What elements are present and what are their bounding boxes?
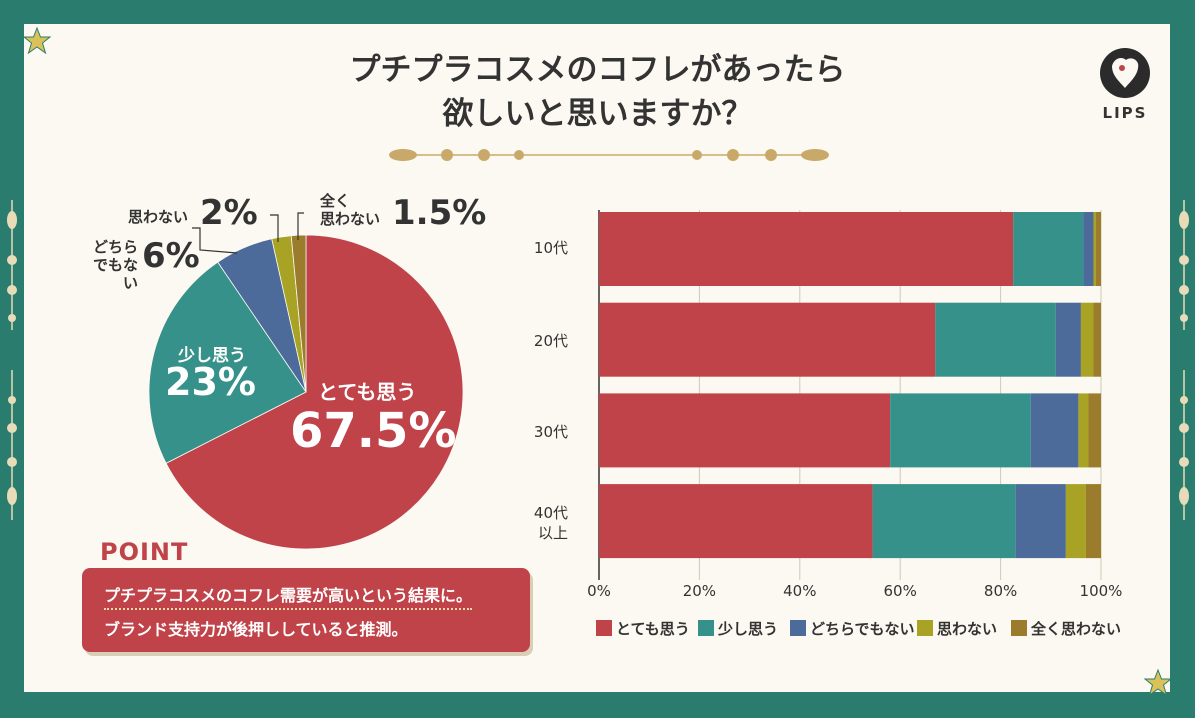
pie-pct-neutral: 6%	[142, 236, 200, 276]
pie-slice-1	[165, 234, 464, 550]
bar-segment	[1088, 393, 1101, 468]
page-title: プチプラコスメのコフレがあったら 欲しいと思いますか？	[0, 48, 1195, 136]
pie-label-little: 少し思う	[178, 346, 246, 366]
bar-segment	[599, 212, 1014, 286]
left-ornament	[7, 200, 17, 520]
point-line-2: ブランド支持力が後押ししていると推測。	[104, 620, 408, 639]
title-divider	[389, 149, 829, 161]
bar-segment	[599, 484, 873, 559]
bar-segment	[872, 484, 1016, 559]
bar-segment	[599, 302, 936, 377]
point-title: POINT	[100, 538, 189, 566]
legend-label: 全く思わない	[1031, 620, 1122, 638]
legend-label: 少し思う	[718, 620, 779, 638]
x-tick-label: 0%	[587, 582, 611, 600]
legend-label: 思わない	[937, 620, 998, 638]
x-tick-label: 40%	[783, 582, 817, 600]
star-icon	[1143, 668, 1173, 697]
bar-segment	[935, 302, 1056, 377]
bar-segment	[1083, 212, 1094, 286]
bar-category-label: 30代	[533, 423, 568, 441]
bar-segment	[599, 393, 891, 468]
point-box: プチプラコスメのコフレ需要が高いという結果に。 ブランド支持力が後押ししていると…	[82, 568, 530, 652]
pie-label-neutral: どちら でもない	[80, 238, 138, 292]
title-line-2: 欲しいと思いますか？	[442, 96, 753, 132]
bar-segment	[1093, 212, 1096, 286]
bar-category-label: 10代	[533, 239, 568, 257]
neutral-label-1: どちら	[92, 238, 138, 256]
bar-category-label-line1: 40代	[533, 504, 568, 522]
title-line-1: プチプラコスメのコフレがあったら	[349, 52, 846, 88]
lips-logo-icon	[1100, 48, 1150, 98]
pie-label-no: 思わない	[128, 208, 189, 226]
bar-segment	[1013, 212, 1084, 286]
x-tick-label: 60%	[883, 582, 917, 600]
point-line-1: プチプラコスメのコフレ需要が高いという結果に。	[104, 582, 473, 610]
pie-pct-no: 2%	[200, 193, 258, 233]
right-ornament	[1179, 200, 1189, 520]
pie-label-never: 全く 思わない	[320, 192, 380, 228]
never-label-1: 全く	[320, 192, 351, 210]
bar-category-label-line2: 以上	[537, 524, 568, 542]
never-label-2: 思わない	[320, 210, 381, 228]
bar-segment	[1065, 484, 1086, 559]
bar-segment	[1093, 302, 1101, 377]
pie-pct-never: 1.5%	[392, 193, 487, 233]
x-tick-label: 100%	[1079, 582, 1123, 600]
bar-segment	[1080, 302, 1094, 377]
bar-segment	[1095, 212, 1101, 286]
bar-segment	[1078, 393, 1089, 468]
pie-pct-very: 67.5%	[290, 403, 457, 459]
bar-segment	[1085, 484, 1101, 559]
x-tick-label: 20%	[682, 582, 717, 600]
pie-slice-5	[290, 234, 307, 393]
legend-swatch	[1011, 620, 1027, 636]
bar-category-label: 40代 以上	[508, 503, 568, 543]
legend-swatch	[790, 620, 806, 636]
star-icon	[22, 26, 52, 55]
bar-segment	[1055, 302, 1081, 377]
legend-swatch	[698, 620, 714, 636]
bar-segment	[1030, 393, 1079, 468]
legend-swatch	[917, 620, 933, 636]
pie-pct-little: 23%	[165, 360, 256, 404]
pie-slice-2	[148, 261, 307, 464]
x-tick-label: 80%	[983, 582, 1018, 600]
bar-segment	[890, 393, 1031, 468]
bar-segment	[1015, 484, 1066, 559]
logo-text: LIPS	[1102, 104, 1148, 122]
legend-label: とても思う	[616, 620, 690, 638]
legend-swatch	[596, 620, 612, 636]
bar-category-label: 20代	[533, 332, 568, 350]
pie-chart	[148, 212, 464, 550]
neutral-label-2: でもない	[92, 256, 138, 292]
legend-label: どちらでもない	[810, 620, 915, 638]
pie-label-very: とても思う	[318, 380, 417, 404]
